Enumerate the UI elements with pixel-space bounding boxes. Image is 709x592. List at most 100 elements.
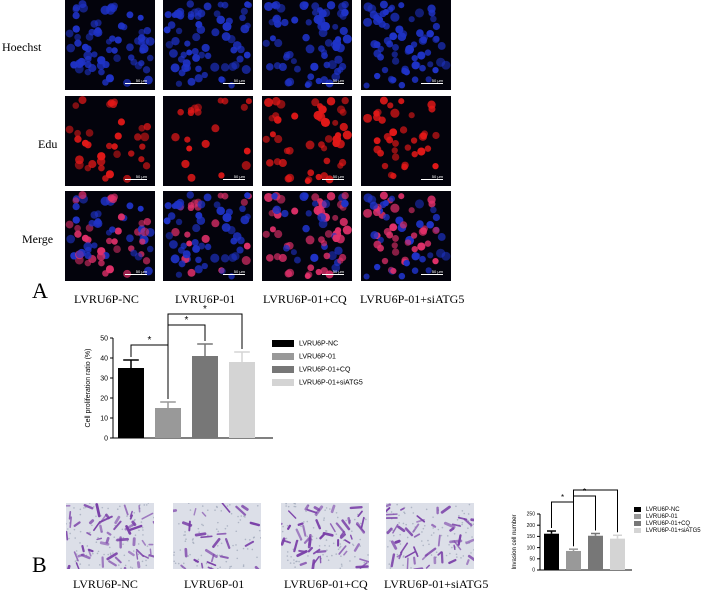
micrograph-hoechst-2: 50 μm — [163, 0, 253, 90]
invasion-significance-star: * — [583, 488, 586, 496]
invasion-legend-item: LVRU6P-01+CQ — [634, 521, 690, 527]
scale-label: 50 μm — [432, 269, 443, 274]
column-label-siatg5-b: LVRU6P-01+siATG5 — [384, 577, 488, 592]
transwell-photo-1 — [66, 503, 154, 569]
scale-label: 50 μm — [136, 174, 147, 179]
proliferation-bar-3 — [192, 356, 218, 438]
proliferation-legend-item: LVRU6P-NC — [272, 340, 338, 347]
invasion-legend-swatch — [634, 507, 641, 512]
panel-label-a: A — [32, 278, 48, 304]
micrograph-merge-2: 50 μm — [163, 191, 253, 281]
scale-label: 50 μm — [333, 269, 344, 274]
proliferation-bar-2 — [155, 408, 181, 438]
invasion-legend-label: LVRU6P-01 — [646, 514, 678, 520]
panel-label-b: B — [32, 552, 47, 578]
scale-bar — [125, 179, 147, 180]
invasion-legend-item: LVRU6P-NC — [634, 507, 680, 513]
scale-label: 50 μm — [234, 78, 245, 83]
scale-bar — [125, 274, 147, 275]
scale-label: 50 μm — [333, 78, 344, 83]
column-label-cq-b: LVRU6P-01+CQ — [284, 577, 368, 592]
scale-bar — [125, 83, 147, 84]
micrograph-edu-4: 50 μm — [361, 96, 451, 186]
scale-label: 50 μm — [432, 174, 443, 179]
proliferation-legend: LVRU6P-NC LVRU6P-01 LVRU6P-01+CQ LVRU6P-01+… — [272, 340, 412, 390]
invasion-legend-swatch — [634, 521, 641, 526]
scale-bar — [322, 274, 344, 275]
invasion-y-tick-label: 200 — [527, 523, 536, 529]
invasion-legend-swatch — [634, 514, 641, 519]
column-label-nc-b: LVRU6P-NC — [73, 577, 138, 592]
micrograph-merge-4: 50 μm — [361, 191, 451, 281]
proliferation-bar-4 — [229, 362, 255, 438]
proliferation-legend-swatch — [272, 340, 294, 347]
proliferation-legend-swatch — [272, 353, 294, 360]
proliferation-y-tick-label: 50 — [100, 335, 108, 342]
micrograph-edu-2: 50 μm — [163, 96, 253, 186]
micrograph-hoechst-1: 50 μm — [65, 0, 155, 90]
invasion-y-tick-label: 50 — [529, 556, 535, 562]
scale-bar — [421, 274, 443, 275]
scale-bar — [223, 179, 245, 180]
proliferation-significance-star: * — [148, 335, 152, 346]
scale-label: 50 μm — [432, 78, 443, 83]
proliferation-legend-swatch — [272, 366, 294, 373]
invasion-legend-item: LVRU6P-01+siATG5 — [634, 528, 701, 534]
proliferation-significance-star: * — [185, 315, 189, 326]
invasion-bar-2 — [566, 551, 581, 570]
transwell-photo-4 — [386, 503, 474, 569]
proliferation-bar-1 — [118, 368, 144, 438]
row-label-edu: Edu — [38, 137, 57, 152]
row-label-merge: Merge — [22, 232, 53, 247]
proliferation-bar-chart: 0 10 20 30 40 50 Cell proliferation ratio (%) *… — [80, 300, 280, 445]
invasion-legend-swatch — [634, 528, 641, 533]
proliferation-legend-label: LVRU6P-01+siATG5 — [299, 379, 363, 386]
scale-bar — [421, 83, 443, 84]
transwell-photo-2 — [173, 503, 261, 569]
proliferation-y-tick-label: 30 — [100, 375, 108, 382]
scale-label: 50 μm — [333, 174, 344, 179]
proliferation-y-tick-label: 10 — [100, 415, 108, 422]
invasion-bar-4 — [610, 539, 625, 570]
proliferation-legend-label: LVRU6P-NC — [299, 340, 338, 347]
proliferation-legend-swatch — [272, 379, 294, 386]
micrograph-hoechst-4: 50 μm — [361, 0, 451, 90]
proliferation-y-tick-label: 20 — [100, 395, 108, 402]
invasion-significance-star: * — [594, 488, 597, 490]
invasion-legend-label: LVRU6P-NC — [646, 507, 680, 513]
scale-bar — [322, 179, 344, 180]
invasion-legend-label: LVRU6P-01+siATG5 — [646, 528, 701, 534]
proliferation-y-tick-label: 0 — [104, 435, 108, 442]
scale-label: 50 μm — [136, 78, 147, 83]
proliferation-legend-item: LVRU6P-01+siATG5 — [272, 379, 363, 386]
invasion-y-tick-label: 0 — [532, 568, 535, 574]
transwell-photo-3 — [281, 503, 369, 569]
proliferation-legend-label: LVRU6P-01+CQ — [299, 366, 350, 373]
row-label-hoechst: Hoechst — [2, 40, 41, 55]
micrograph-merge-3: 50 μm — [262, 191, 352, 281]
column-label-01-b: LVRU6P-01 — [184, 577, 244, 592]
invasion-legend-item: LVRU6P-01 — [634, 514, 678, 520]
scale-bar — [223, 83, 245, 84]
scale-bar — [223, 274, 245, 275]
column-label-siatg5-a: LVRU6P-01+siATG5 — [360, 292, 464, 307]
micrograph-edu-1: 50 μm — [65, 96, 155, 186]
scale-label: 50 μm — [234, 269, 245, 274]
invasion-bar-1 — [544, 534, 559, 570]
micrograph-hoechst-3: 50 μm — [262, 0, 352, 90]
scale-label: 50 μm — [234, 174, 245, 179]
micrograph-edu-3: 50 μm — [262, 96, 352, 186]
proliferation-legend-label: LVRU6P-01 — [299, 353, 336, 360]
proliferation-y-axis-label: Cell proliferation ratio (%) — [85, 349, 92, 428]
invasion-y-tick-label: 100 — [527, 545, 536, 551]
invasion-legend-label: LVRU6P-01+CQ — [646, 521, 690, 527]
scale-bar — [322, 83, 344, 84]
invasion-bar-3 — [588, 536, 603, 570]
proliferation-y-tick-label: 40 — [100, 355, 108, 362]
invasion-significance-star: * — [561, 493, 564, 502]
proliferation-legend-item: LVRU6P-01+CQ — [272, 366, 350, 373]
proliferation-legend-item: LVRU6P-01 — [272, 353, 336, 360]
micrograph-merge-1: 50 μm — [65, 191, 155, 281]
